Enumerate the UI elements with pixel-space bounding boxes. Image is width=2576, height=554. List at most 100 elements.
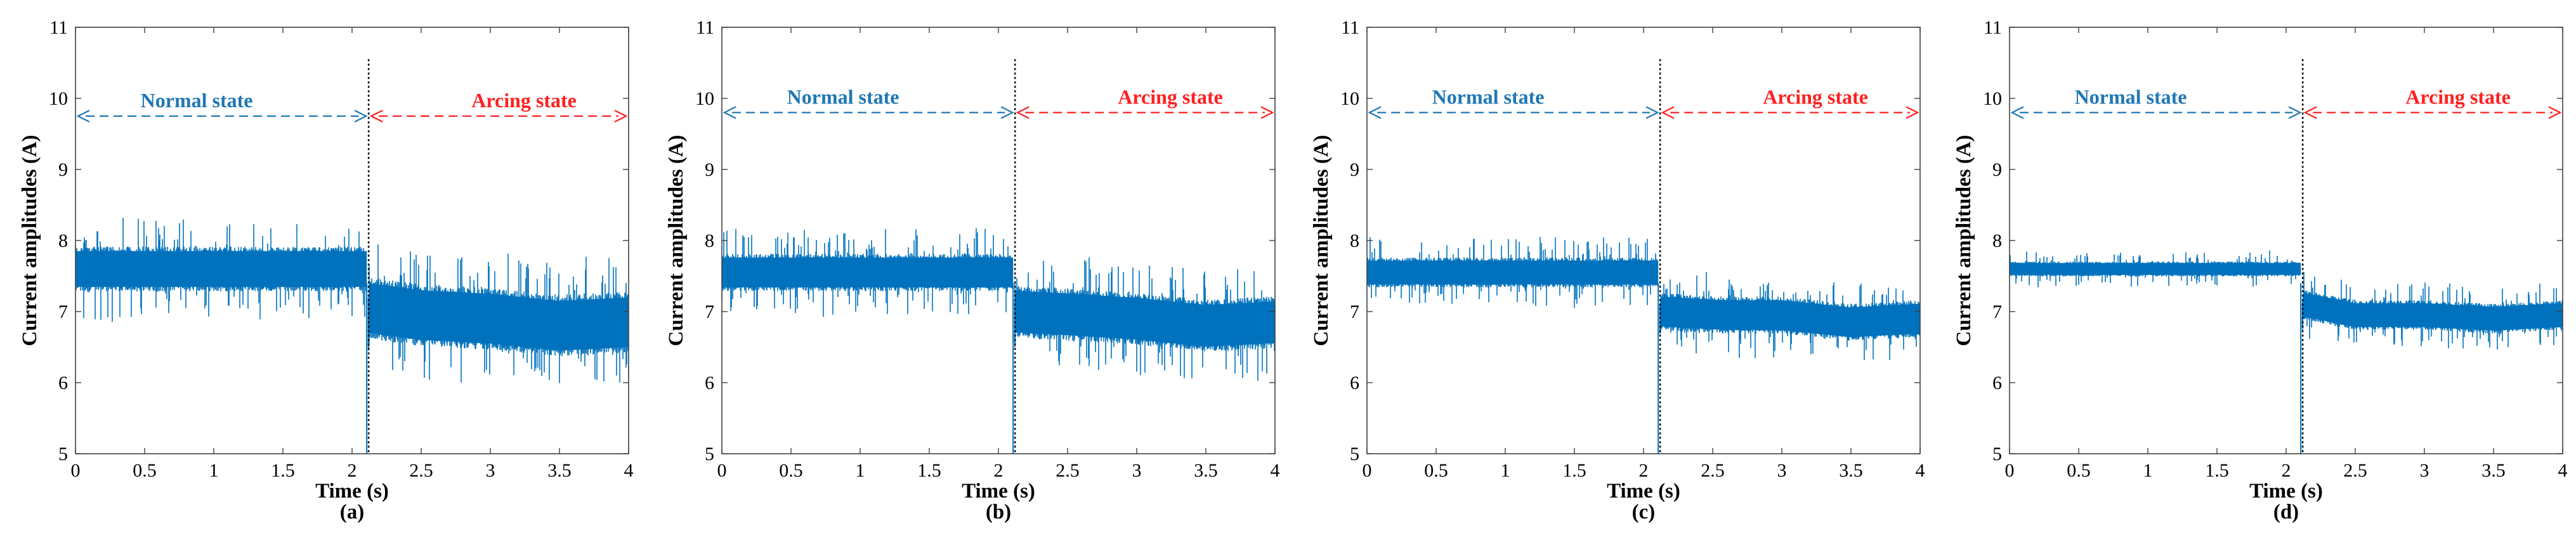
y-axis-title: Current amplitudes (A): [665, 135, 688, 346]
y-tick-label: 10: [695, 88, 714, 109]
x-axis-title: Time (s): [315, 480, 389, 503]
normal-state-label: Normal state: [141, 89, 253, 112]
x-tick-label: 2: [1639, 460, 1649, 481]
x-tick-label: 0.5: [2067, 460, 2091, 481]
signal-core-normal: [75, 251, 367, 287]
chart-panel-b: 0 0.5 1 1.5 2 2.5 3 3.5 4 5 6 7 8 9 10 11 Time (s) Curren…: [665, 17, 1280, 524]
x-tick-label: 2: [2282, 460, 2291, 481]
y-tick-label: 9: [1350, 159, 1359, 180]
x-tick-label: 2.5: [1056, 460, 1080, 481]
arcing-state-arrow-right: [614, 110, 628, 122]
x-tick-label: 3: [486, 460, 495, 481]
x-tick-label: 0.5: [1424, 460, 1448, 481]
y-tick-label: 6: [1350, 373, 1359, 393]
y-tick-label: 6: [58, 373, 68, 393]
x-tick-label: 4: [2558, 460, 2568, 481]
y-axis-title: Current amplitudes (A): [1310, 135, 1333, 346]
y-tick-label: 8: [58, 230, 68, 251]
x-tick-label: 1: [2143, 460, 2153, 481]
x-tick-label: 3: [2420, 460, 2429, 481]
y-tick-label: 5: [1350, 444, 1359, 465]
y-tick-label: 8: [705, 230, 714, 251]
y-tick-label: 10: [1983, 88, 2002, 109]
arcing-state-arrow-right: [1906, 106, 1919, 119]
y-tick-label: 9: [705, 159, 714, 180]
chart-panel-a: 0 0.5 1 1.5 2 2.5 3 3.5 4 5 6 7 8 9 10 11 Time (s) Curren…: [18, 17, 634, 524]
x-tick-label: 4: [1916, 460, 1925, 481]
normal-state-label: Normal state: [2075, 85, 2187, 108]
x-tick-label: 0: [1363, 460, 1372, 481]
panel-label: (a): [340, 501, 364, 524]
arcing-state-label: Arcing state: [1118, 85, 1223, 108]
x-tick-label: 3.5: [547, 460, 572, 481]
normal-state-label: Normal state: [787, 85, 899, 108]
y-tick-label: 8: [1992, 230, 2002, 251]
normal-state-label: Normal state: [1432, 85, 1545, 108]
normal-state-arrow-right: [2288, 106, 2302, 119]
normal-state-arrow-left: [2010, 106, 2024, 119]
y-tick-label: 9: [58, 159, 68, 180]
arcing-state-arrow-left: [1016, 106, 1030, 119]
x-tick-label: 3.5: [1839, 460, 1863, 481]
y-tick-label: 11: [696, 17, 714, 38]
arcing-state-label: Arcing state: [1763, 85, 1868, 108]
x-tick-label: 3.5: [1194, 460, 1218, 481]
x-tick-label: 1.5: [2205, 460, 2229, 481]
y-tick-label: 11: [49, 17, 68, 38]
arcing-state-arrow-left: [369, 110, 383, 122]
x-tick-label: 2.5: [409, 460, 433, 481]
x-tick-label: 2.5: [1701, 460, 1725, 481]
arcing-state-label: Arcing state: [2405, 85, 2511, 108]
arcing-state-arrow-left: [2303, 106, 2317, 119]
arcing-state-arrow-right: [2548, 106, 2562, 119]
y-tick-label: 7: [58, 301, 68, 322]
y-tick-label: 10: [49, 88, 68, 109]
arcing-state-arrow-right: [1260, 106, 1274, 119]
x-tick-label: 4: [1271, 460, 1280, 481]
x-tick-label: 1: [856, 460, 865, 481]
x-tick-label: 0.5: [133, 460, 157, 481]
arcing-state-label: Arcing state: [471, 89, 577, 112]
normal-state-arrow-right: [354, 110, 368, 122]
signal-core-normal: [722, 257, 1014, 287]
current-signal: [75, 218, 629, 454]
y-axis-title: Current amplitudes (A): [1952, 135, 1975, 346]
current-signal: [722, 228, 1275, 454]
y-tick-label: 6: [1992, 373, 2002, 393]
x-tick-label: 3.5: [2481, 460, 2506, 481]
y-tick-label: 11: [1341, 17, 1359, 38]
y-tick-label: 8: [1350, 230, 1359, 251]
x-tick-label: 1.5: [917, 460, 941, 481]
x-tick-label: 1.5: [271, 460, 295, 481]
normal-state-arrow-left: [1368, 106, 1382, 119]
chart-panel-c: 0 0.5 1 1.5 2 2.5 3 3.5 4 5 6 7 8 9 10 11 Time (s) Curren…: [1310, 17, 1925, 524]
signal-core-normal: [2010, 263, 2301, 275]
y-tick-label: 5: [58, 444, 68, 465]
x-axis-title: Time (s): [962, 480, 1035, 503]
x-tick-label: 1.5: [1562, 460, 1586, 481]
x-tick-label: 3: [1132, 460, 1142, 481]
y-tick-label: 7: [1350, 301, 1359, 322]
y-tick-label: 9: [1992, 159, 2002, 180]
x-tick-label: 2: [348, 460, 357, 481]
y-tick-label: 5: [1992, 444, 2002, 465]
x-axis-title: Time (s): [1607, 480, 1680, 503]
current-signal: [2010, 250, 2563, 454]
y-tick-label: 5: [705, 444, 714, 465]
x-tick-label: 1: [209, 460, 219, 481]
y-tick-label: 11: [1984, 17, 2002, 38]
x-tick-label: 2: [994, 460, 1004, 481]
panel-label: (d): [2273, 501, 2299, 524]
signal-core-arcing: [2301, 293, 2563, 331]
y-tick-label: 7: [705, 301, 714, 322]
x-tick-label: 1: [1501, 460, 1510, 481]
x-axis-title: Time (s): [2249, 480, 2323, 503]
x-tick-label: 0: [717, 460, 727, 481]
panel-label: (b): [986, 501, 1011, 524]
x-tick-label: 4: [624, 460, 634, 481]
normal-state-arrow-right: [1645, 106, 1659, 119]
x-tick-label: 3: [1777, 460, 1787, 481]
signal-core-normal: [1367, 260, 1659, 285]
x-tick-label: 0: [71, 460, 81, 481]
